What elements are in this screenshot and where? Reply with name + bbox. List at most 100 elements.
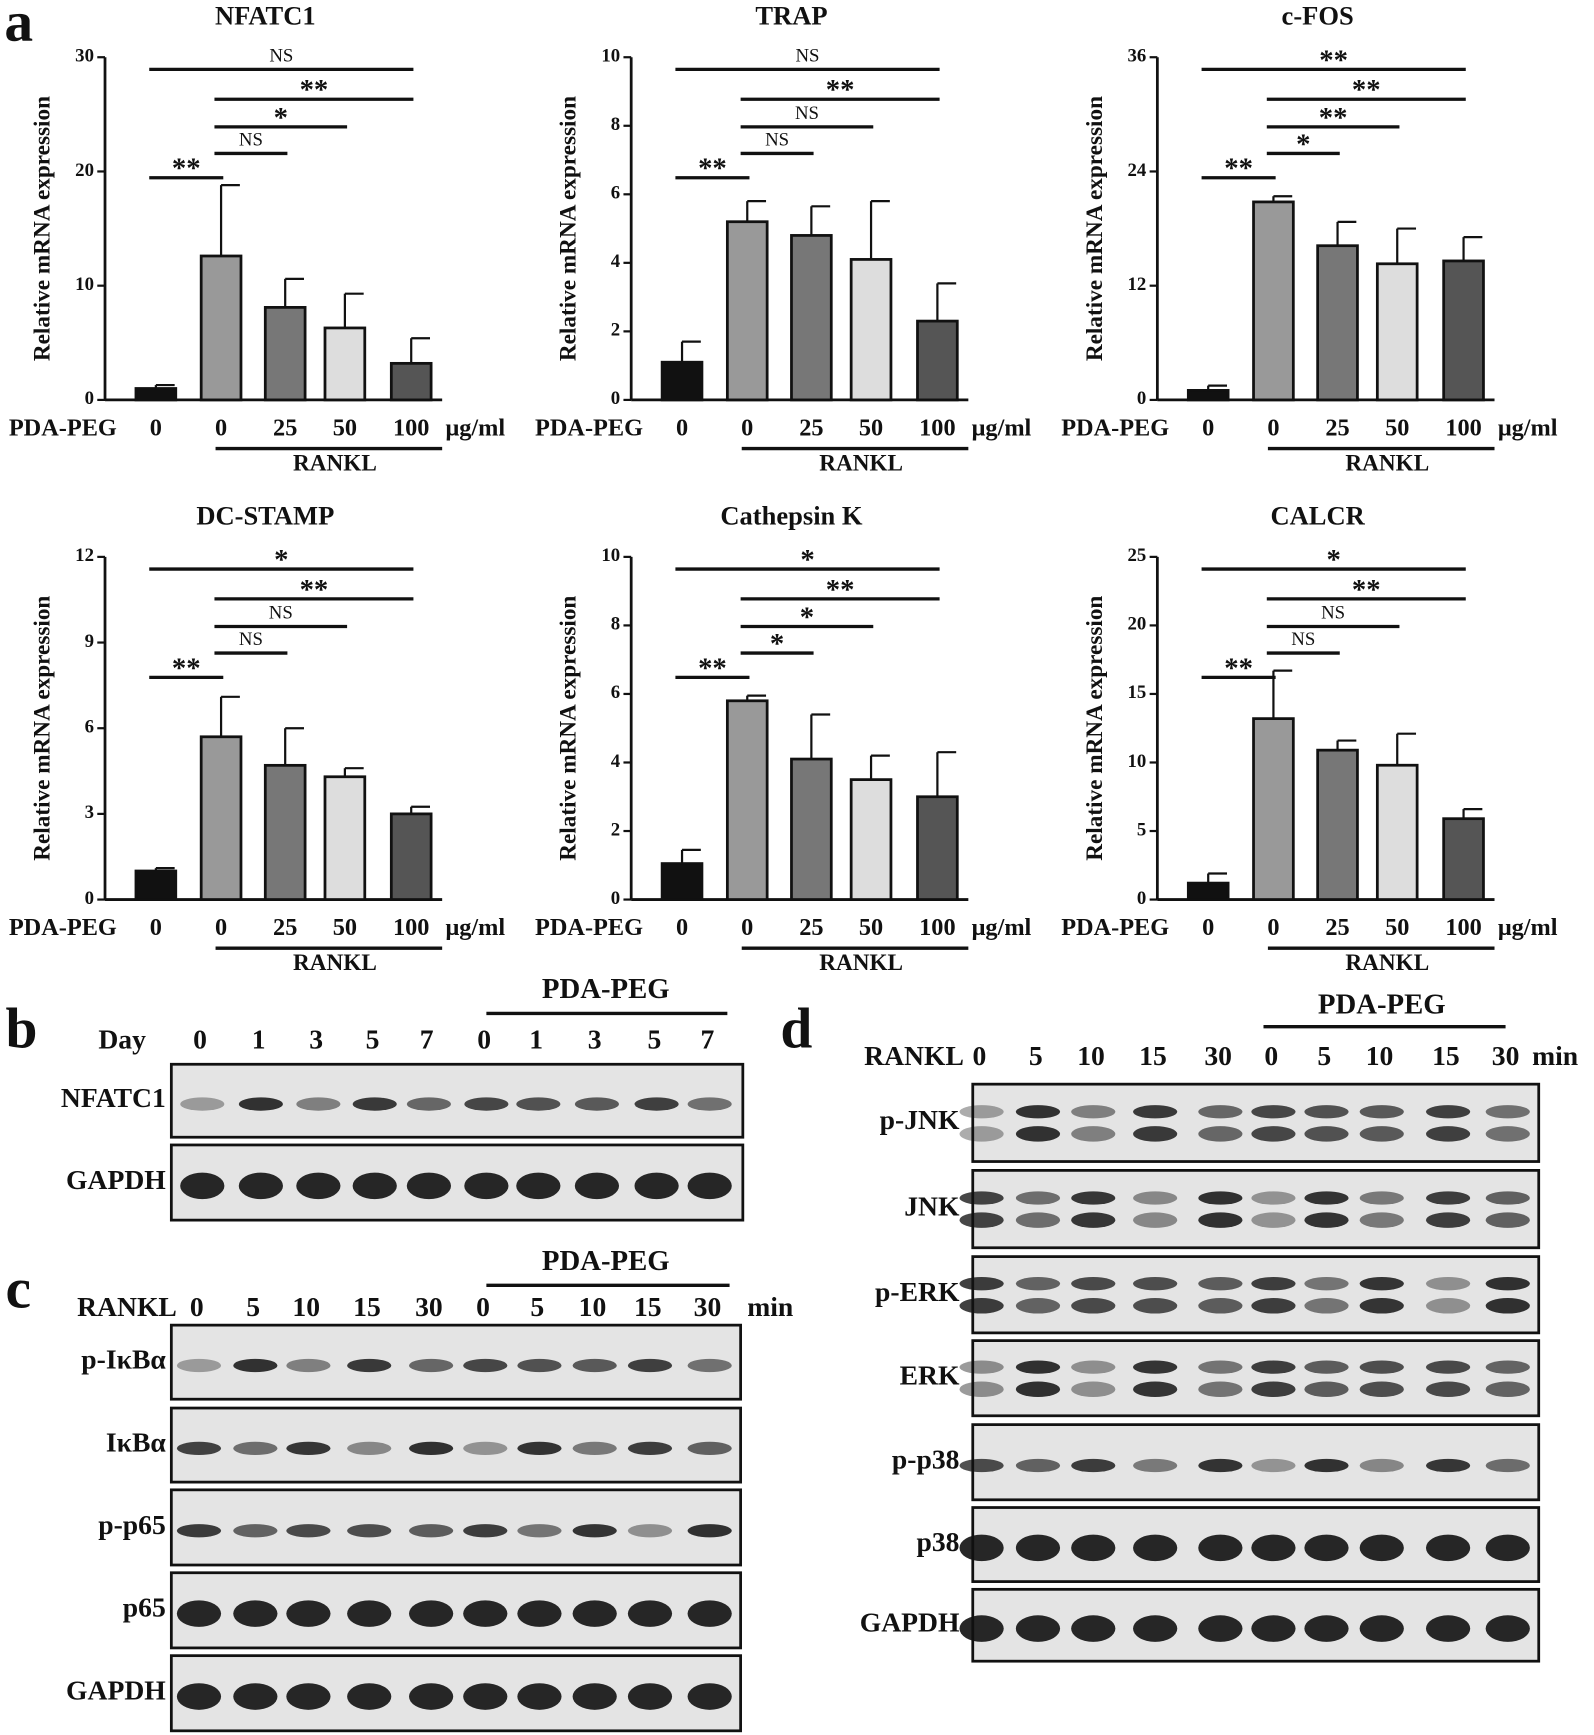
chart-title: Cathepsin K [720, 500, 863, 530]
band [517, 1358, 562, 1373]
band [517, 1441, 562, 1456]
lane-header: Day [98, 1023, 146, 1054]
band [1015, 1458, 1061, 1473]
bar [1375, 763, 1419, 901]
unit-label: μg/ml [972, 914, 1032, 941]
y-tick-label: 0 [1137, 388, 1146, 409]
band [1071, 1126, 1116, 1142]
band [1251, 1298, 1296, 1314]
y-tick-label: 4 [611, 751, 621, 772]
band [296, 1097, 341, 1111]
group-label: RANKL [819, 950, 903, 976]
band [574, 1097, 620, 1111]
band [1359, 1615, 1404, 1642]
band [1133, 1191, 1178, 1205]
x-tick-label: 100 [1445, 414, 1481, 441]
band [1485, 1298, 1530, 1314]
band [1198, 1126, 1243, 1142]
band [463, 1683, 508, 1710]
band [1485, 1534, 1530, 1562]
lane-label: 0 [477, 1023, 491, 1054]
blot-row-label: GAPDH [66, 1675, 166, 1706]
significance-label: NS [239, 629, 263, 650]
lane-label: 7 [701, 1023, 715, 1054]
bar [323, 775, 367, 901]
band [1304, 1277, 1349, 1291]
band [1071, 1298, 1116, 1314]
band [1304, 1298, 1349, 1314]
significance-label: ** [698, 153, 727, 185]
lane-label: 15 [1432, 1040, 1460, 1071]
band [1485, 1126, 1530, 1142]
y-tick-label: 15 [1128, 682, 1147, 703]
unit-label: μg/ml [1498, 414, 1558, 441]
band [1198, 1191, 1243, 1205]
band [516, 1097, 561, 1111]
band [180, 1097, 225, 1111]
band [1071, 1534, 1116, 1562]
band [286, 1358, 331, 1373]
significance-label: ** [698, 652, 727, 684]
y-tick-label: 8 [611, 114, 620, 135]
blot-row-label: p-p38 [892, 1444, 960, 1475]
lane-label: 5 [647, 1023, 661, 1054]
panel-label: a [4, 0, 33, 54]
y-tick-label: 36 [1128, 46, 1147, 67]
band [347, 1441, 392, 1456]
bar [849, 778, 893, 901]
bar [134, 869, 178, 901]
band [1485, 1360, 1530, 1374]
band [1485, 1458, 1530, 1473]
band [516, 1172, 561, 1200]
panel-label: c [6, 1257, 32, 1320]
lane-label: 0 [193, 1023, 207, 1054]
band [1071, 1105, 1116, 1119]
significance-label: NS [795, 103, 819, 124]
band [1425, 1615, 1471, 1642]
y-tick-label: 12 [1128, 274, 1147, 295]
bar [1316, 748, 1359, 901]
x-tick-label: 100 [1445, 914, 1481, 941]
significance-label: ** [1224, 153, 1253, 185]
band [517, 1524, 562, 1538]
lane-label: 5 [1317, 1040, 1331, 1071]
unit-label: μg/ml [445, 414, 505, 441]
lane-label: 0 [972, 1040, 986, 1071]
bar [1316, 244, 1359, 402]
band [627, 1600, 673, 1627]
band [1251, 1360, 1296, 1374]
chart-title: c-FOS [1282, 1, 1354, 31]
band [296, 1172, 341, 1200]
band [176, 1441, 222, 1456]
y-tick-label: 2 [611, 819, 620, 840]
group-label: RANKL [293, 950, 377, 976]
x-tick-label: 50 [333, 414, 357, 441]
bar [660, 360, 704, 402]
significance-label: NS [269, 603, 293, 624]
y-axis-label: Relative mRNA expression [556, 96, 582, 361]
significance-label: NS [1291, 629, 1315, 650]
band [233, 1524, 278, 1538]
band [409, 1524, 454, 1538]
x-axis-label: PDA-PEG [9, 914, 117, 941]
band [1198, 1458, 1243, 1473]
band [1425, 1126, 1471, 1142]
group-label: PDA-PEG [1318, 988, 1446, 1020]
group-label: RANKL [1345, 450, 1429, 476]
bar [134, 387, 178, 402]
band [1304, 1105, 1349, 1119]
lane-label: 7 [420, 1023, 434, 1054]
band [286, 1600, 331, 1627]
blot-row-label: IκBα [106, 1426, 167, 1457]
y-tick-label: 20 [1128, 614, 1147, 635]
y-tick-label: 0 [611, 888, 620, 909]
significance-label: NS [1321, 603, 1345, 624]
lane-label: 0 [476, 1291, 490, 1322]
band [574, 1172, 620, 1200]
unit-label: μg/ml [445, 914, 505, 941]
band [1015, 1126, 1061, 1142]
band [347, 1683, 392, 1710]
x-tick-label: 100 [919, 414, 955, 441]
x-tick-label: 0 [215, 914, 227, 941]
x-tick-label: 100 [393, 914, 429, 941]
